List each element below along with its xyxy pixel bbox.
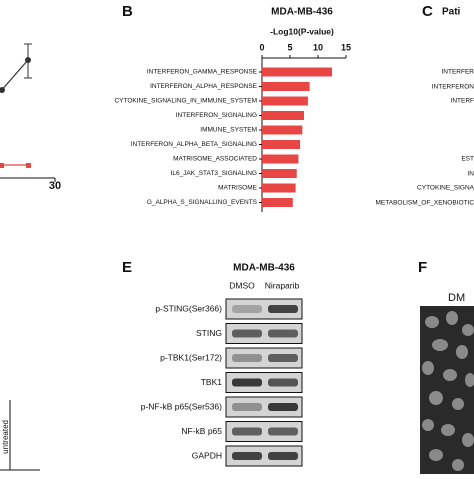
blot-band [268,305,298,313]
blot-row-label: STING [196,328,222,338]
panel-label: B [122,3,133,20]
c-row-label: IN [468,171,474,178]
a-tick: 30 [49,180,61,192]
blot-row-label: TBK1 [201,377,223,387]
y-tick-label: INTERFERON_SIGNALING [176,112,257,119]
y-tick-label: IMMUNE_SYSTEM [200,127,257,134]
y-tick-label: INTERFERON_ALPHA_BETA_SIGNALING [131,141,257,148]
blot-title: MDA-MB-436 [233,263,295,274]
y-tick-label: CYTOKINE_SIGNALING_IN_IMMUNE_SYSTEM [114,98,257,105]
blot-band [268,379,298,387]
blot-column: Niraparib [265,280,300,290]
x-axis-label: -Log10(P-value) [270,26,334,36]
y-tick-label: IL6_JAK_STAT3_SIGNALING [171,170,257,177]
blot-band [268,452,298,460]
c-row-label: EST [461,156,474,163]
bar [262,68,332,77]
bar [262,198,293,207]
blot-band [232,305,262,313]
x-tick-label: 15 [341,42,351,52]
bar [262,140,300,149]
bar [262,82,310,91]
y-tick-label: MATRISOME_ASSOCIATED [173,156,257,163]
panel-label: C [422,3,433,20]
bar [262,126,302,135]
a-label: untreated [1,420,10,454]
blot-column: DMSO [229,280,255,290]
blot-band [268,330,298,338]
blot-band [232,452,262,460]
x-tick-label: 0 [259,42,264,52]
bar [262,184,296,193]
blot-band [232,379,262,387]
blot-row-label: p-STING(Ser366) [155,303,222,313]
bar [262,111,304,120]
blot-row-label: GAPDH [192,450,222,460]
y-tick-label: MATRISOME [218,185,258,192]
x-tick-label: 10 [313,42,323,52]
bar [262,169,297,178]
panel-label: F [418,259,427,276]
blot-band [232,403,262,411]
c-row-label: INTERFERON [432,84,474,91]
blot-row-label: NF-kB p65 [181,426,222,436]
c-row-label: CYTOKINE_SIGNA [417,185,474,192]
blot-band [232,330,262,338]
blot-row-label: p-TBK1(Ser172) [160,352,222,362]
blot-band [232,428,262,436]
y-tick-label: INTERFERON_ALPHA_RESPONSE [150,83,258,90]
blot-band [268,428,298,436]
blot-band [268,403,298,411]
f-title: DM [448,292,465,304]
blot-band [268,354,298,362]
c-row-label: INTERFER [442,69,474,76]
bar [262,97,308,106]
c-title: Pati [442,7,461,18]
x-tick-label: 5 [287,42,292,52]
y-tick-label: INTERFERON_GAMMA_RESPONSE [147,69,258,76]
c-row-label: METABOLISM_OF_XENOBIOTIC [376,200,474,207]
panel-a-fragment [0,44,55,470]
bar [262,155,298,164]
chart-title: MDA-MB-436 [271,7,333,18]
c-row-label: INTERF [451,98,474,105]
y-tick-label: G_ALPHA_S_SIGNALLING_EVENTS [147,199,258,206]
blot-band [232,354,262,362]
blot-row-label: p-NF-kB p65(Ser536) [141,401,222,411]
panel-label: E [122,259,132,276]
